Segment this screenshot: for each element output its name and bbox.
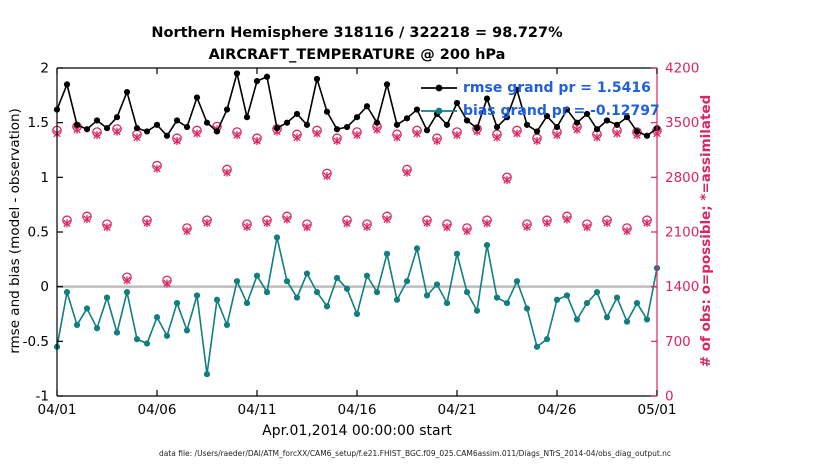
x-tick-label: 04/11: [238, 402, 277, 418]
legend-item-rmse: rmse grand pr = 1.5416: [420, 76, 660, 99]
y-right-tick-label: 2100: [665, 225, 699, 241]
caption-datafile: data file: /Users/raeder/DAI/ATM_forcXX/…: [158, 449, 672, 458]
chart-title: Northern Hemisphere 318116 / 322218 = 98…: [151, 25, 563, 41]
y-left-tick-label: 1.5: [28, 115, 49, 131]
y-right-tick-label: 1400: [665, 279, 699, 295]
legend-item-bias: bias grand pr = -0.12797: [420, 99, 660, 122]
title-block: Northern Hemisphere 318116 / 322218 = 98…: [57, 22, 657, 67]
y-right-tick-label: 4200: [665, 61, 699, 77]
x-tick-label: 04/16: [338, 402, 377, 418]
axes: 04/01 04/06 04/11 04/16 04/21 04/26 05/01 -1 -0.…: [23, 61, 700, 419]
legend-label-rmse: rmse grand pr = 1.5416: [463, 79, 651, 96]
y-left-tick-label: 0: [40, 279, 49, 295]
x-axis-label: Apr.01,2014 00:00:00 start: [262, 423, 452, 439]
y-left-tick-label: 0.5: [28, 225, 49, 241]
y-right-tick-label: 0: [665, 389, 674, 405]
bias-legend-marker-icon: [421, 107, 457, 114]
y-right-tick-label: 700: [665, 334, 691, 350]
y-right-tick-label: 3500: [665, 115, 699, 131]
x-tick-label: 04/26: [538, 402, 577, 418]
x-tick-label: 04/01: [38, 402, 77, 418]
legend: rmse grand pr = 1.5416 bias grand pr = -…: [420, 76, 660, 122]
rmse-legend-marker-icon: [421, 84, 457, 91]
y-left-tick-label: 1: [40, 170, 49, 186]
x-tick-label: 05/01: [638, 402, 677, 418]
y-right-tick-label: 2800: [665, 170, 699, 186]
y-left-tick-label: 2: [40, 61, 49, 77]
rmse-series: [53, 70, 661, 139]
x-tick-label: 04/21: [438, 402, 477, 418]
obs-count-series: [52, 121, 662, 288]
y-left-tick-label: -0.5: [23, 334, 49, 350]
x-tick-label: 04/06: [138, 402, 177, 418]
y-left-tick-label: -1: [36, 389, 49, 405]
left-y-axis-label: rmse and bias (model - observation): [7, 108, 23, 354]
bias-series: [53, 234, 661, 378]
legend-label-bias: bias grand pr = -0.12797: [463, 102, 660, 119]
chart-subtitle: AIRCRAFT_TEMPERATURE @ 200 hPa: [208, 47, 506, 64]
right-y-axis-label: # of obs: o=possible; *=assimilated: [698, 94, 714, 368]
